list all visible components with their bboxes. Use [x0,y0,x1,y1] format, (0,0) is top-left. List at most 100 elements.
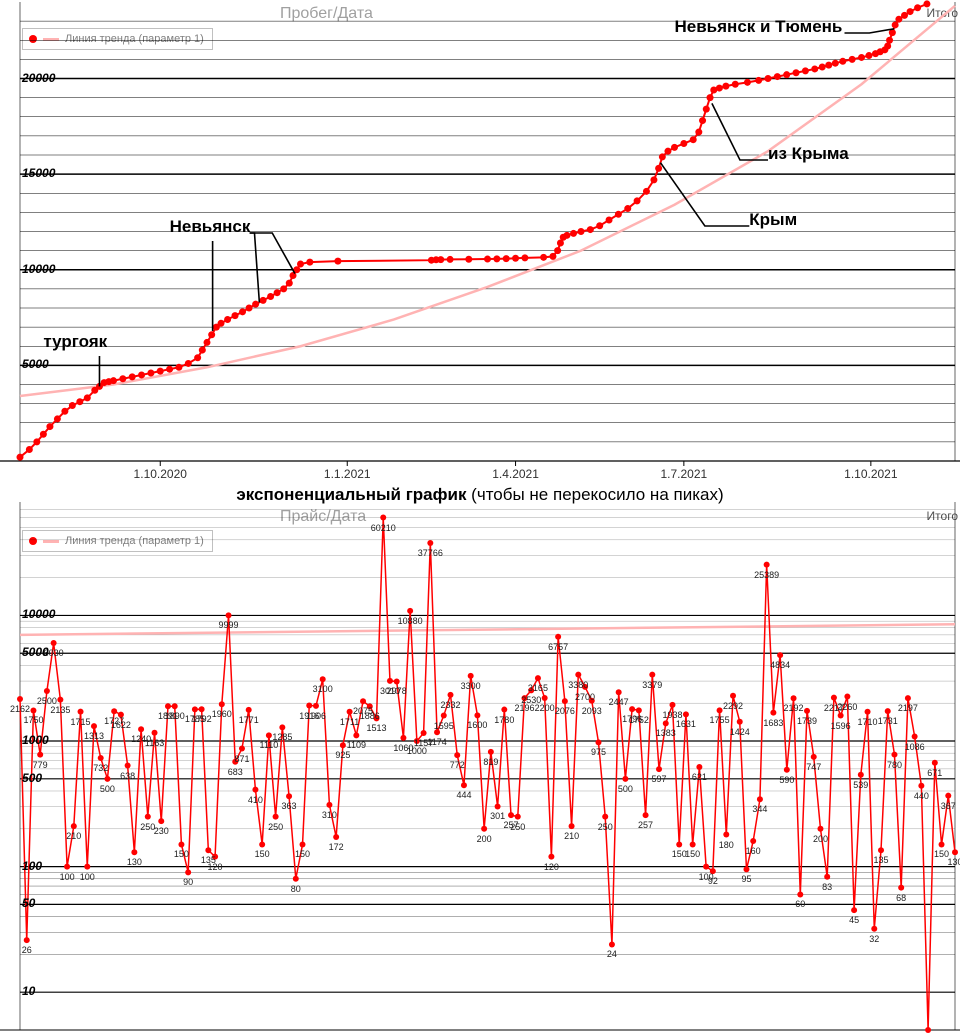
chart2-value-label: 250 [510,822,525,832]
chart2-value-label: 200 [477,834,492,844]
chart2-value-label: 180 [719,840,734,850]
chart1-annotation: Невьянск [170,217,251,237]
chart2-value-label: 150 [685,849,700,859]
chart2-value-label: 150 [255,849,270,859]
chart2-value-label: 1086 [905,742,925,752]
chart2-value-label: 120 [544,862,559,872]
chart2-y-tick-label: 500 [22,771,42,785]
chart2-value-label: 1174 [427,737,446,747]
chart1-annotation: из Крыма [768,144,849,164]
chart2-value-label: 2200 [535,703,555,713]
chart2-value-label: 1710 [858,717,878,727]
chart2-value-label: 747 [806,762,821,772]
chart2-value-label: 100 [60,872,75,882]
chart2-value-label: 1622 [111,720,131,730]
chart2-value-label: 440 [914,791,929,801]
chart2-value-label: 410 [248,795,263,805]
chart2-value-label: 95 [741,874,751,884]
chart2-value-label: 80 [291,884,301,894]
chart2-value-label: 3165 [528,683,548,693]
chart2-value-label: 1683 [763,718,783,728]
chart2-value-label: 3379 [642,680,662,690]
chart2-value-label: 1715 [71,717,91,727]
chart2-value-label: 37766 [418,548,443,558]
chart1-x-tick-label: 1.10.2020 [134,467,187,481]
chart2-value-label: 638 [120,771,135,781]
chart2-value-label: 3380 [568,680,588,690]
chart2-y-tick-label: 10000 [22,607,55,621]
chart1-svg [0,0,960,480]
chart2-value-label: 172 [329,842,344,852]
chart2-value-label: 2076 [555,706,575,716]
chart1-x-tick-label: 1.7.2021 [660,467,707,481]
chart2-value-label: 779 [33,760,48,770]
chart2-value-label: 100 [80,872,95,882]
chart2-value-label: 1792 [192,714,212,724]
chart2-value-label: 1739 [797,716,817,726]
chart2-value-label: 150 [295,849,310,859]
chart2-value-label: 250 [598,822,613,832]
chart2-value-label: 83 [822,882,832,892]
chart1-x-tick-label: 1.10.2021 [844,467,897,481]
chart2-value-label: 130 [127,857,142,867]
chart1-y-tick-label: 10000 [22,262,55,276]
chart2-value-label: 819 [483,757,498,767]
chart2-y-tick-label: 1000 [22,733,49,747]
chart2-value-label: 25389 [754,570,779,580]
chart2-value-label: 363 [282,801,297,811]
chart2-y-tick-label: 50 [22,896,35,910]
chart2-y-tick-label: 5000 [22,645,49,659]
chart1-y-tick-label: 20000 [22,71,55,85]
chart2-value-label: 200 [813,834,828,844]
chart2-value-label: 1752 [629,715,649,725]
chart2-value-label: 871 [234,754,249,764]
chart1-annotation: Крым [749,210,797,230]
chart2-value-label: 230 [154,826,169,836]
chart2-value-label: 772 [450,760,465,770]
chart2-value-label: 4834 [770,660,790,670]
chart2-value-label: 210 [66,831,81,841]
chart2-value-label: 90 [183,877,193,887]
chart2-value-label: 1960 [212,709,232,719]
chart2-value-label: 150 [174,849,189,859]
chart2-value-label: 621 [692,772,707,782]
chart2-value-label: 135 [873,855,888,865]
chart2-value-label: 1755 [710,715,730,725]
chart2-value-label: 1424 [730,727,750,737]
chart2-value-label: 1771 [239,715,259,725]
chart2-value-label: 1285 [272,732,292,742]
chart2-value-label: 1780 [494,715,514,725]
chart2-value-label: 2700 [575,692,595,702]
chart2-value-label: 344 [752,804,767,814]
chart2-value-label: 2260 [837,702,857,712]
chart2-value-label: 2332 [440,700,460,710]
chart2-value-label: 1890 [165,711,185,721]
chart2-value-label: 1163 [145,738,164,748]
chart2-y-tick-label: 100 [22,859,42,873]
chart1-y-tick-label: 15000 [22,166,55,180]
chart1-x-tick-label: 1.1.2021 [324,467,371,481]
chart2-value-label: 92 [708,876,718,886]
chart2-value-label: 26 [22,945,32,955]
chart2-value-label: 1906 [306,711,326,721]
chart2-value-label: 10880 [398,616,423,626]
chart2-value-label: 2093 [582,706,602,716]
chart2-value-label: 2447 [609,697,629,707]
chart1-annotation: тургояк [43,332,107,352]
chart2-value-label: 160 [746,846,761,856]
chart2-value-label: 250 [268,822,283,832]
chart2-value-label: 2978 [387,686,407,696]
chart1-x-tick-label: 1.4.2021 [492,467,539,481]
chart2-value-label: 1750 [23,715,43,725]
chart1-annotation: Невьянск и Тюмень [675,17,843,37]
chart2-value-label: 539 [853,780,868,790]
chart2-value-label: 24 [607,949,617,959]
chart2-value-label: 367 [941,801,956,811]
chart2-value-label: 68 [896,893,906,903]
chart2-value-label: 1731 [878,716,898,726]
chart2-value-label: 1109 [347,740,366,750]
page-root: Пробег/Дата Итого Линия тренда (параметр… [0,0,960,1036]
chart2-value-label: 2135 [50,705,70,715]
chart2-value-label: 60210 [371,523,396,533]
chart2-y-tick-label: 10 [22,984,35,998]
